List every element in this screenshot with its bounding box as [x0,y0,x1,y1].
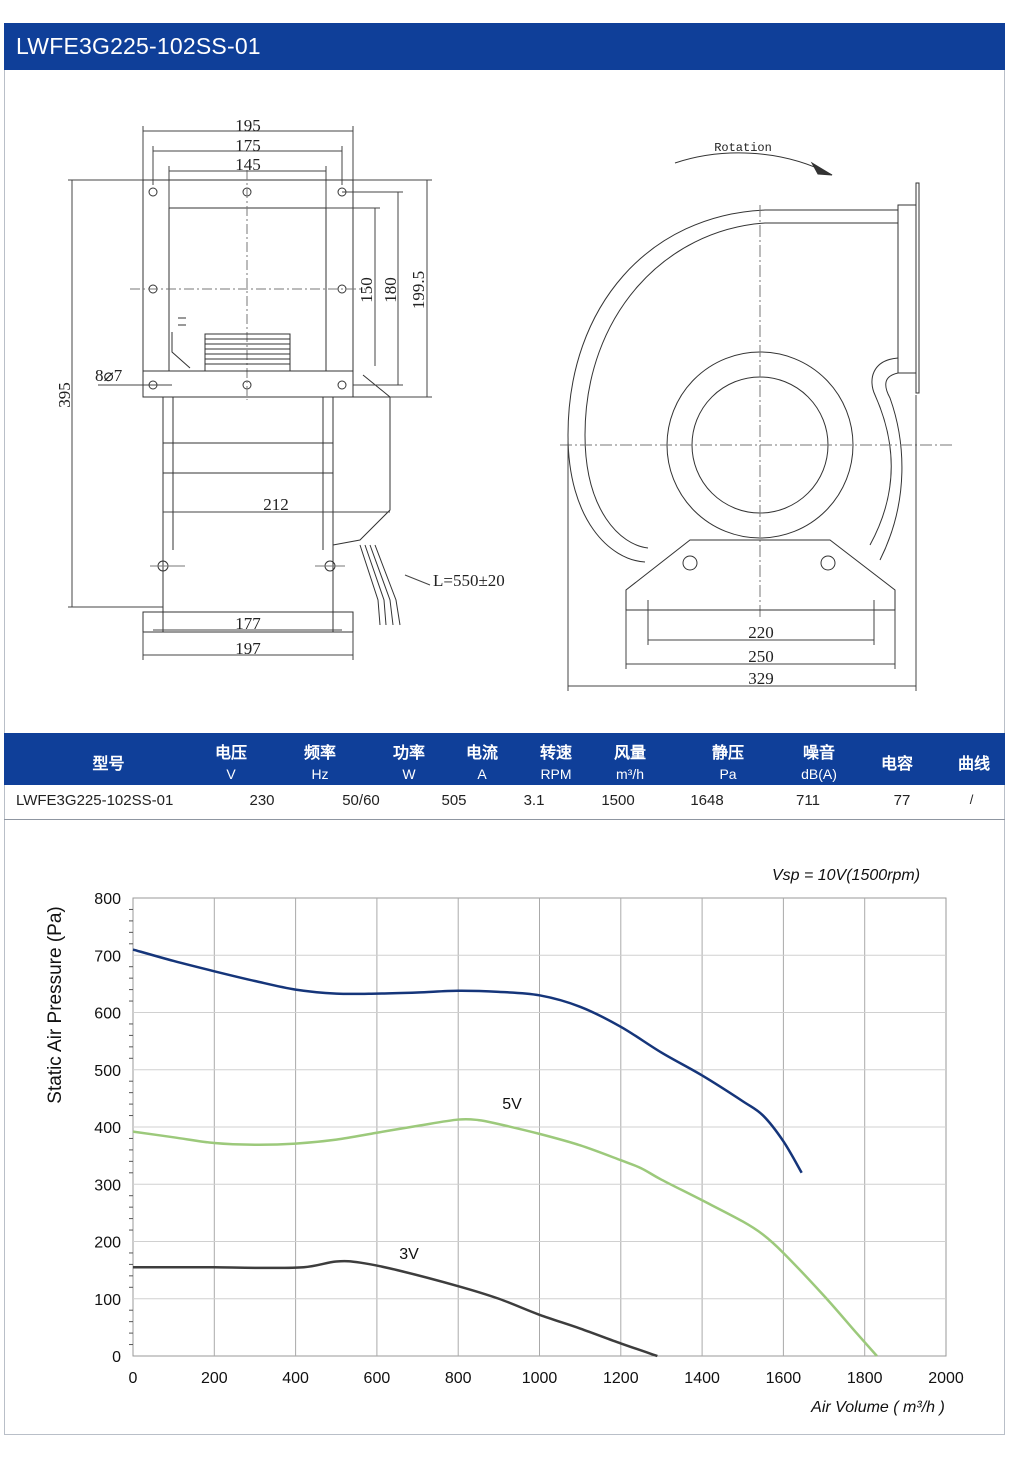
cell-static-pressure: 711 [796,792,820,809]
scroll-housing-outer [567,209,898,563]
title-bar: LWFE3G225-102SS-01 [4,23,1005,70]
dim-cable-length: L=550±20 [433,571,505,590]
spec-table-header: 型号 电压 V 频率 Hz 功率 W 电流 A 转速 RPM 风量 m³/h 静压 Pa 噪音… [4,733,1005,785]
header-speed: 转速 RPM [539,745,572,782]
cell-voltage: 230 [249,792,275,809]
cell-curve: / [969,792,974,807]
front-view [68,126,432,660]
cell-model: LWFE3G225-102SS-01 [16,792,174,809]
header-frequency: 频率 Hz [303,745,336,782]
dim-holes: 8⌀7 [95,366,123,385]
dim-212: 212 [263,495,289,514]
cell-frequency: 50/60 [342,792,380,809]
page-title: LWFE3G225-102SS-01 [16,33,261,59]
dim-177: 177 [235,614,261,633]
cell-speed: 1500 [601,792,635,809]
header-curve: 曲线 [957,756,990,773]
inlet-grille [204,333,291,372]
technical-drawing: 195 175 145 150 180 199.5 395 8⌀7 212 L=… [55,116,955,691]
cable-bundle [359,544,401,626]
header-current: 电流 A [465,745,498,782]
side-view [560,152,955,691]
header-model: 型号 [92,756,125,773]
dim-197: 197 [235,639,261,658]
header-voltage: 电压 V [214,745,247,782]
dim-395: 395 [55,382,74,408]
dim-195: 195 [235,116,261,135]
motor-body [162,396,334,613]
dim-250: 250 [748,647,774,666]
rotation-arrowhead [810,161,833,176]
base-plate [142,611,354,633]
front-dimension-lines [68,126,432,660]
dim-199-5: 199.5 [409,271,428,309]
cell-current: 3.1 [523,792,545,809]
dim-175: 175 [235,136,261,155]
dim-145: 145 [235,155,261,174]
rotation-arrow [674,152,833,176]
header-air-volume: 风量 m³/h [613,745,646,782]
cell-power: 505 [441,792,467,809]
rotation-label: Rotation [714,141,772,155]
dim-150: 150 [357,277,376,303]
outlet-flange [897,204,917,374]
dim-180: 180 [381,277,400,303]
header-capacitor: 电容 [880,756,913,773]
header-static-pressure: 静压 Pa [711,745,744,782]
side-dimension-lines [567,395,917,691]
dim-329: 329 [748,669,774,688]
scroll-side [332,396,391,546]
cell-air-volume: 1648 [690,792,724,809]
dim-220: 220 [748,623,774,642]
spec-table-row: LWFE3G225-102SS-01 230 50/60 505 3.1 150… [4,785,1005,820]
header-power: 功率 W [392,745,425,782]
header-noise: 噪音 dB(A) [801,745,837,782]
cell-noise: 77 [893,792,911,809]
